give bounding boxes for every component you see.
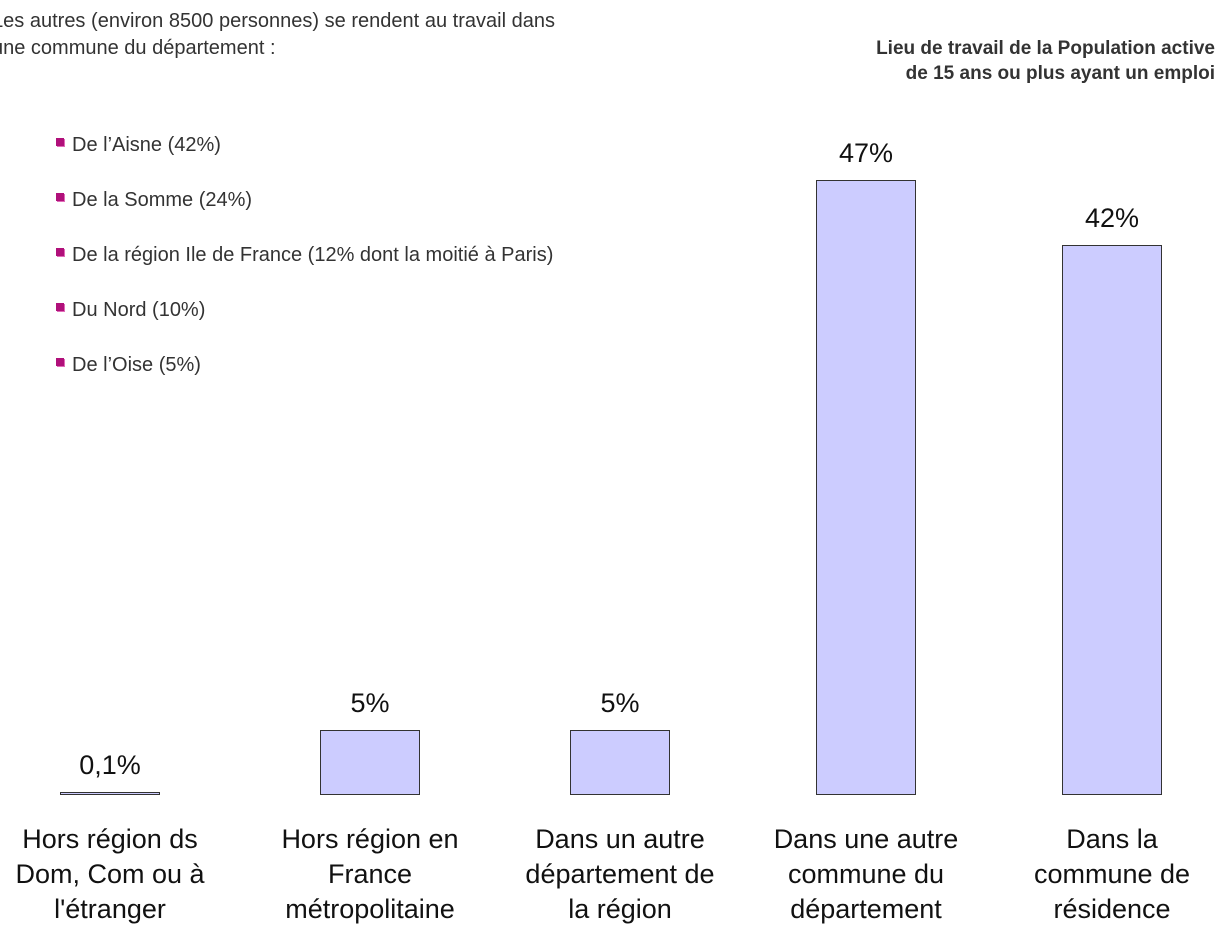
intro-paragraph: Les autres (environ 8500 personnes) se r…: [0, 10, 555, 59]
value-label: 42%: [1084, 203, 1140, 234]
bar: [816, 180, 916, 795]
x-tick-label: Dans la commune de résidence: [1033, 824, 1191, 924]
bullet-item: De l’Aisne (42%): [56, 130, 556, 160]
value-label: 0,1%: [79, 750, 141, 780]
bar: [320, 729, 420, 795]
bar: [570, 729, 670, 795]
bullet-list: De l’Aisne (42%) De la Somme (24%) De la r…: [56, 130, 556, 405]
bullet-item: De la Somme (24%): [56, 185, 556, 215]
chart-title: Lieu de travail de la Population active …: [876, 38, 1215, 84]
x-tick-label: Dans une autre commune du département: [773, 824, 959, 924]
bar: [60, 792, 160, 795]
bar: [1062, 245, 1162, 795]
value-label: 5%: [600, 687, 640, 718]
x-tick-label: Hors région en France métropolitaine: [281, 824, 459, 924]
value-label: 47%: [838, 138, 894, 168]
bullet-item: De la région Ile de France (12% dont la …: [56, 240, 556, 270]
bullet-item: De l’Oise (5%): [56, 350, 556, 380]
bullet-item: Du Nord (10%): [56, 295, 556, 325]
x-tick-label: Dans un autre département de la région: [525, 824, 715, 924]
x-tick-label: Hors région ds Dom, Com ou à l'étranger: [15, 824, 205, 924]
value-label: 5%: [350, 687, 390, 718]
